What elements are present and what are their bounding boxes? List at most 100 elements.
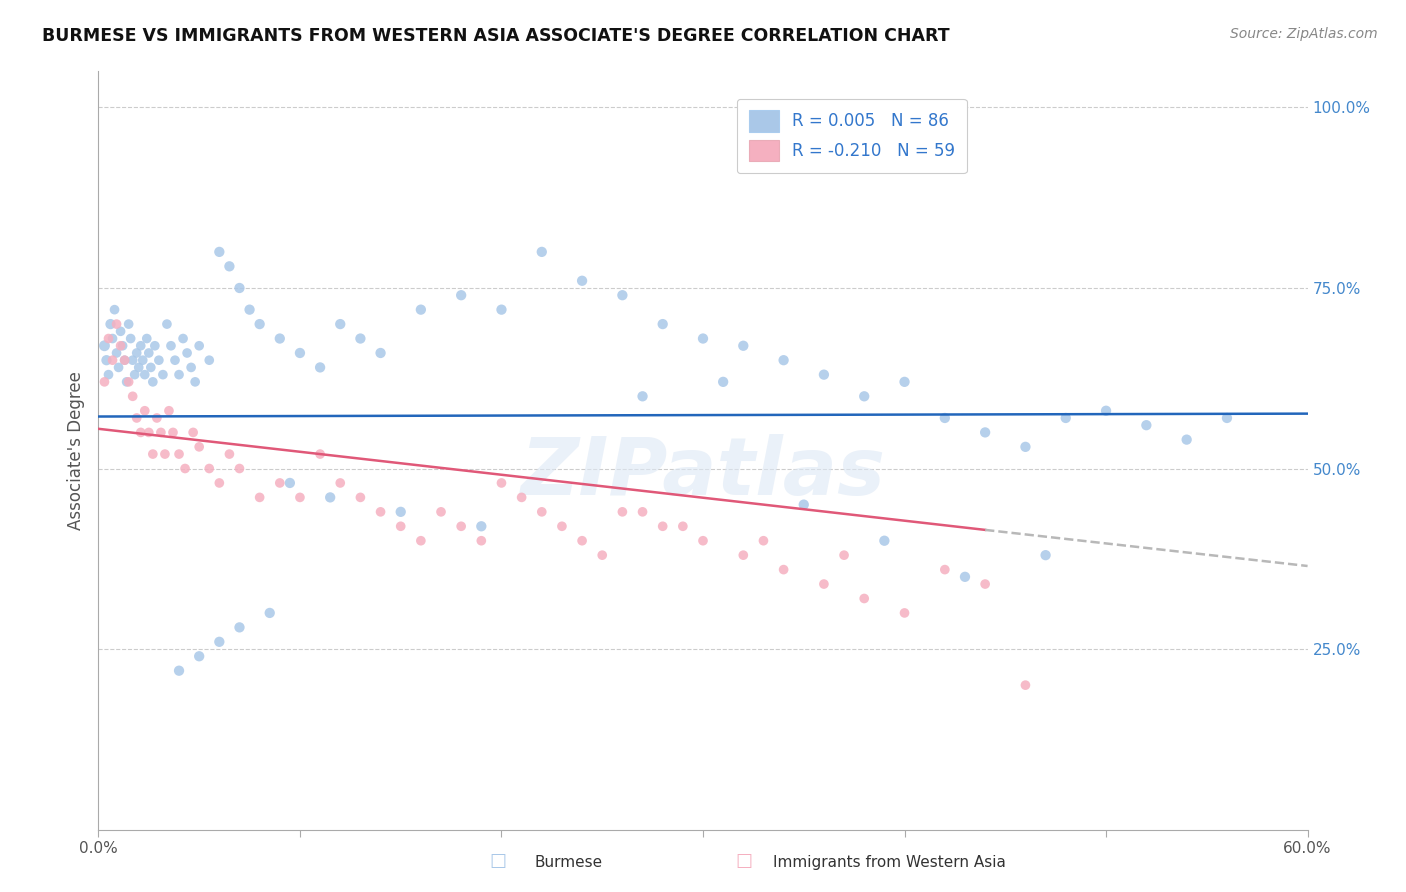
Point — [934, 563, 956, 577]
Point — [893, 375, 915, 389]
Point — [142, 375, 165, 389]
Point — [198, 461, 221, 475]
Point — [934, 411, 956, 425]
Point — [135, 332, 157, 346]
Point — [813, 368, 835, 382]
Point — [153, 447, 176, 461]
Point — [184, 375, 207, 389]
Point — [93, 339, 115, 353]
Point — [409, 302, 432, 317]
Text: ZIPatlas: ZIPatlas — [520, 434, 886, 512]
Point — [530, 505, 553, 519]
Point — [121, 353, 143, 368]
Point — [631, 505, 654, 519]
Point — [853, 591, 876, 606]
Point — [143, 339, 166, 353]
Point — [651, 519, 673, 533]
Point — [249, 491, 271, 505]
Point — [1095, 403, 1118, 417]
Point — [711, 375, 734, 389]
Point — [450, 519, 472, 533]
Point — [692, 533, 714, 548]
Text: Source: ZipAtlas.com: Source: ZipAtlas.com — [1230, 27, 1378, 41]
Point — [733, 339, 755, 353]
Point — [198, 353, 221, 368]
Point — [114, 353, 136, 368]
Point — [1216, 411, 1239, 425]
Point — [389, 505, 412, 519]
Point — [269, 332, 291, 346]
Point — [470, 519, 492, 533]
Point — [167, 664, 190, 678]
Point — [105, 346, 128, 360]
Point — [129, 339, 152, 353]
Point — [125, 346, 148, 360]
Point — [278, 475, 301, 490]
Point — [772, 563, 794, 577]
Point — [612, 288, 634, 302]
Point — [129, 425, 152, 440]
Point — [430, 505, 453, 519]
Point — [752, 533, 775, 548]
Point — [181, 425, 204, 440]
Point — [208, 475, 231, 490]
Point — [138, 346, 160, 360]
Point — [612, 505, 634, 519]
Point — [893, 606, 915, 620]
Point — [651, 317, 673, 331]
Point — [132, 353, 155, 368]
Point — [152, 368, 174, 382]
Point — [218, 260, 240, 274]
Point — [591, 548, 613, 562]
Point — [148, 353, 170, 368]
Point — [974, 577, 997, 591]
Point — [146, 411, 169, 425]
Point — [249, 317, 271, 331]
Point — [329, 317, 352, 331]
Point — [93, 375, 115, 389]
Point — [733, 548, 755, 562]
Point — [163, 353, 186, 368]
Point — [1175, 433, 1198, 447]
Point — [208, 635, 231, 649]
Point — [101, 353, 124, 368]
Point — [228, 620, 250, 634]
Point — [103, 302, 125, 317]
Point — [111, 339, 134, 353]
Text: □: □ — [489, 852, 506, 870]
Text: Immigrants from Western Asia: Immigrants from Western Asia — [773, 855, 1007, 870]
Point — [138, 425, 160, 440]
Point — [530, 244, 553, 259]
Point — [370, 505, 392, 519]
Point — [115, 375, 138, 389]
Point — [125, 411, 148, 425]
Point — [118, 375, 141, 389]
Point — [692, 332, 714, 346]
Point — [813, 577, 835, 591]
Point — [309, 447, 332, 461]
Point — [752, 136, 775, 151]
Text: Burmese: Burmese — [534, 855, 602, 870]
Point — [571, 274, 593, 288]
Point — [121, 389, 143, 403]
Point — [1035, 548, 1057, 562]
Point — [228, 461, 250, 475]
Point — [218, 447, 240, 461]
Point — [793, 498, 815, 512]
Point — [349, 491, 371, 505]
Point — [389, 519, 412, 533]
Point — [1135, 418, 1157, 433]
Point — [172, 332, 194, 346]
Point — [491, 475, 513, 490]
Point — [1054, 411, 1077, 425]
Point — [96, 353, 118, 368]
Point — [114, 353, 136, 368]
Point — [974, 425, 997, 440]
Point — [772, 353, 794, 368]
Point — [188, 440, 211, 454]
Point — [631, 389, 654, 403]
Legend: R = 0.005   N = 86, R = -0.210   N = 59: R = 0.005 N = 86, R = -0.210 N = 59 — [737, 99, 967, 173]
Point — [139, 360, 162, 375]
Point — [174, 461, 197, 475]
Point — [124, 368, 146, 382]
